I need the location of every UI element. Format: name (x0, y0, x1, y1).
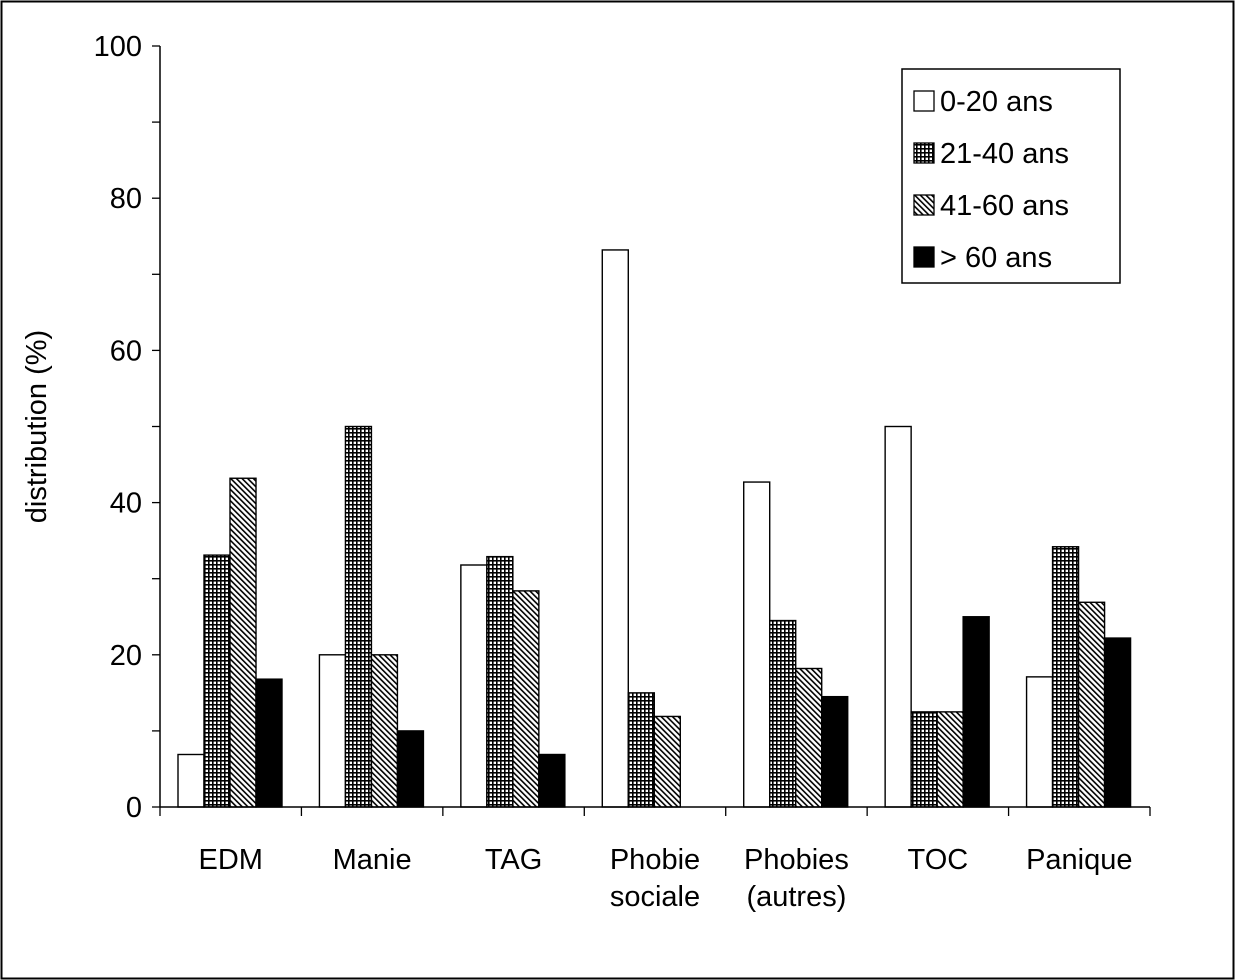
bar (1025, 676, 1054, 808)
x-tick-label: TAG (485, 844, 542, 876)
y-axis-label: distribution (%) (21, 330, 53, 523)
x-tick-label: TOC (908, 844, 969, 876)
x-tick-label: Manie (333, 844, 412, 876)
bar (653, 715, 681, 808)
bar (1077, 601, 1106, 808)
bar (538, 753, 566, 808)
bar (486, 555, 514, 808)
bar (344, 425, 373, 808)
bar (396, 730, 425, 808)
legend-label: 41-60 ans (940, 190, 1069, 222)
bar (743, 481, 771, 808)
bar (821, 695, 849, 808)
y-tick-label: 100 (94, 31, 142, 63)
bar (910, 711, 938, 808)
x-tick-label: Phobie (610, 844, 700, 876)
bar (769, 619, 797, 808)
legend-swatch (913, 90, 935, 112)
bar (962, 616, 990, 808)
y-tick-label: 40 (110, 488, 142, 520)
bar (203, 554, 231, 808)
bar (936, 711, 964, 808)
x-tick-label: sociale (610, 881, 700, 913)
bar (512, 590, 540, 808)
bar (229, 477, 257, 808)
legend-swatch (913, 142, 935, 164)
y-tick-label: 0 (126, 792, 142, 824)
bar (601, 249, 629, 808)
legend-label: 0-20 ans (940, 86, 1053, 118)
legend-label: > 60 ans (940, 242, 1052, 274)
bar (795, 667, 823, 808)
y-tick-label: 60 (110, 335, 142, 367)
y-tick-label: 20 (110, 640, 142, 672)
bar (1103, 637, 1132, 808)
x-tick-label: Phobies (744, 844, 849, 876)
legend-swatch (913, 194, 935, 216)
bar (370, 654, 399, 808)
x-tick-label: Panique (1026, 844, 1132, 876)
bar (460, 564, 488, 808)
bar (177, 753, 205, 808)
legend-swatch (913, 246, 935, 268)
bar (255, 678, 283, 808)
x-tick-label: (autres) (746, 881, 846, 913)
legend-label: 21-40 ans (940, 138, 1069, 170)
x-tick-label: EDM (198, 844, 262, 876)
legend-box (901, 68, 1121, 284)
y-tick-label: 80 (110, 183, 142, 215)
bar (318, 654, 347, 808)
bar (884, 425, 912, 808)
bar (1051, 546, 1080, 808)
bar (627, 692, 655, 808)
